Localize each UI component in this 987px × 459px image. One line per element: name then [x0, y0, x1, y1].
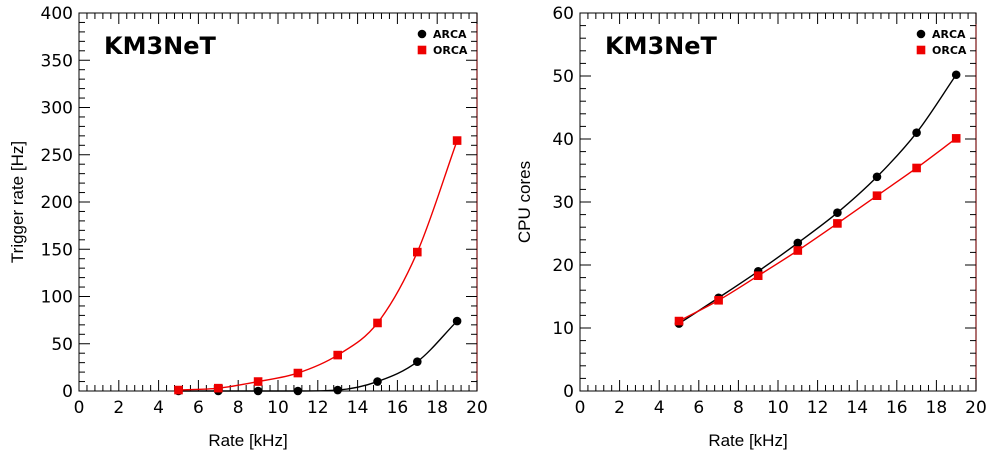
chart-panel-1: 0 2 4 6 8 10 12 14 16 18 2005010015020025030035040…	[8, 4, 488, 450]
x-tick-label: 18	[926, 398, 948, 418]
data-point-arca	[373, 377, 382, 386]
data-point-arca	[793, 238, 803, 248]
y-tick-label: 50	[51, 335, 73, 355]
data-point-orca	[793, 246, 803, 255]
x-tick-label: 8	[233, 398, 244, 418]
data-point-orca	[413, 247, 422, 257]
x-axis-title: Rate [kHz]	[708, 431, 787, 450]
data-point-orca	[833, 219, 842, 228]
y-tick-label: 100	[41, 288, 73, 308]
x-tick-label: 16	[886, 398, 908, 418]
x-tick-label: 10	[267, 398, 289, 418]
x-tick-label: 20	[466, 398, 488, 418]
x-tick-label: 6	[193, 398, 204, 418]
data-point-arca	[452, 316, 462, 326]
x-tick-label: 14	[846, 398, 868, 418]
y-tick-label: 350	[41, 51, 73, 71]
x-tick-label: 8	[733, 398, 744, 418]
x-tick-label: 18	[426, 398, 448, 418]
x-tick-label: 16	[387, 398, 409, 418]
x-tick-label: 4	[654, 398, 665, 418]
data-point-arca	[872, 172, 882, 182]
x-tick-label: 0	[575, 398, 586, 418]
data-point-orca	[214, 383, 223, 393]
y-tick-label: 400	[41, 4, 73, 24]
chart-title: KM3NeT	[605, 32, 718, 60]
y-tick-label: 0	[62, 382, 73, 402]
x-tick-label: 14	[347, 398, 369, 418]
x-tick-label: 2	[113, 398, 124, 418]
legend-label-orca: ORCA	[932, 44, 967, 57]
series-line-arca	[678, 74, 957, 325]
legend-marker-arca	[417, 29, 427, 39]
chart-title: KM3NeT	[104, 32, 217, 60]
series-arca	[674, 70, 961, 328]
y-tick-label: 50	[552, 67, 574, 87]
data-point-orca	[714, 295, 723, 305]
legend-label-orca: ORCA	[433, 44, 468, 57]
y-tick-label: 40	[552, 130, 574, 150]
y-tick-label: 150	[41, 240, 73, 260]
y-tick-label: 10	[552, 319, 574, 339]
y-axis-title: Trigger rate [Hz]	[8, 141, 27, 263]
y-tick-label: 60	[552, 4, 574, 24]
x-tick-label: 10	[767, 398, 789, 418]
data-point-orca	[174, 385, 183, 395]
data-point-orca	[333, 350, 342, 360]
legend-marker-arca	[916, 29, 926, 39]
data-point-orca	[951, 134, 961, 143]
x-tick-label: 12	[807, 398, 829, 418]
chart-panel-2: 0 2 4 6 8 10 12 14 16 18 20 0 10 20 30 40 50 60 Rate [kHz]…	[515, 4, 987, 450]
data-point-orca	[452, 136, 462, 145]
y-tick-label: 0	[563, 382, 574, 402]
data-point-orca	[753, 271, 763, 281]
legend-label-arca: ARCA	[932, 28, 966, 41]
x-tick-label: 2	[614, 398, 625, 418]
y-tick-label: 250	[41, 146, 73, 166]
x-tick-label: 0	[74, 398, 85, 418]
plot-frame	[579, 12, 977, 392]
data-point-orca	[912, 163, 921, 173]
legend-marker-orca	[417, 45, 427, 55]
data-point-arca	[333, 385, 343, 395]
y-tick-label: 300	[41, 99, 73, 119]
x-tick-label: 4	[153, 398, 164, 418]
data-point-orca	[674, 316, 684, 326]
data-point-orca	[872, 191, 882, 200]
data-point-arca	[413, 357, 422, 367]
series-orca	[174, 136, 462, 395]
y-tick-label: 200	[41, 193, 73, 213]
data-point-arca	[951, 70, 961, 80]
data-point-arca	[833, 208, 842, 218]
x-tick-label: 12	[307, 398, 329, 418]
data-point-orca	[373, 318, 382, 328]
x-axis-title: Rate [kHz]	[208, 431, 287, 450]
series-orca	[674, 134, 961, 326]
plot-frame	[78, 12, 478, 392]
y-tick-label: 30	[552, 193, 574, 213]
data-point-orca	[253, 377, 263, 386]
series-line-orca	[178, 140, 458, 391]
data-point-arca	[293, 386, 303, 396]
x-tick-label: 20	[965, 398, 987, 418]
data-point-arca	[912, 128, 921, 137]
legend-label-arca: ARCA	[433, 28, 467, 41]
y-tick-label: 20	[552, 256, 574, 276]
data-point-orca	[293, 368, 303, 378]
y-axis-title: CPU cores	[515, 161, 534, 243]
data-point-arca	[253, 386, 263, 396]
legend-marker-orca	[916, 45, 926, 55]
x-tick-label: 6	[693, 398, 704, 418]
